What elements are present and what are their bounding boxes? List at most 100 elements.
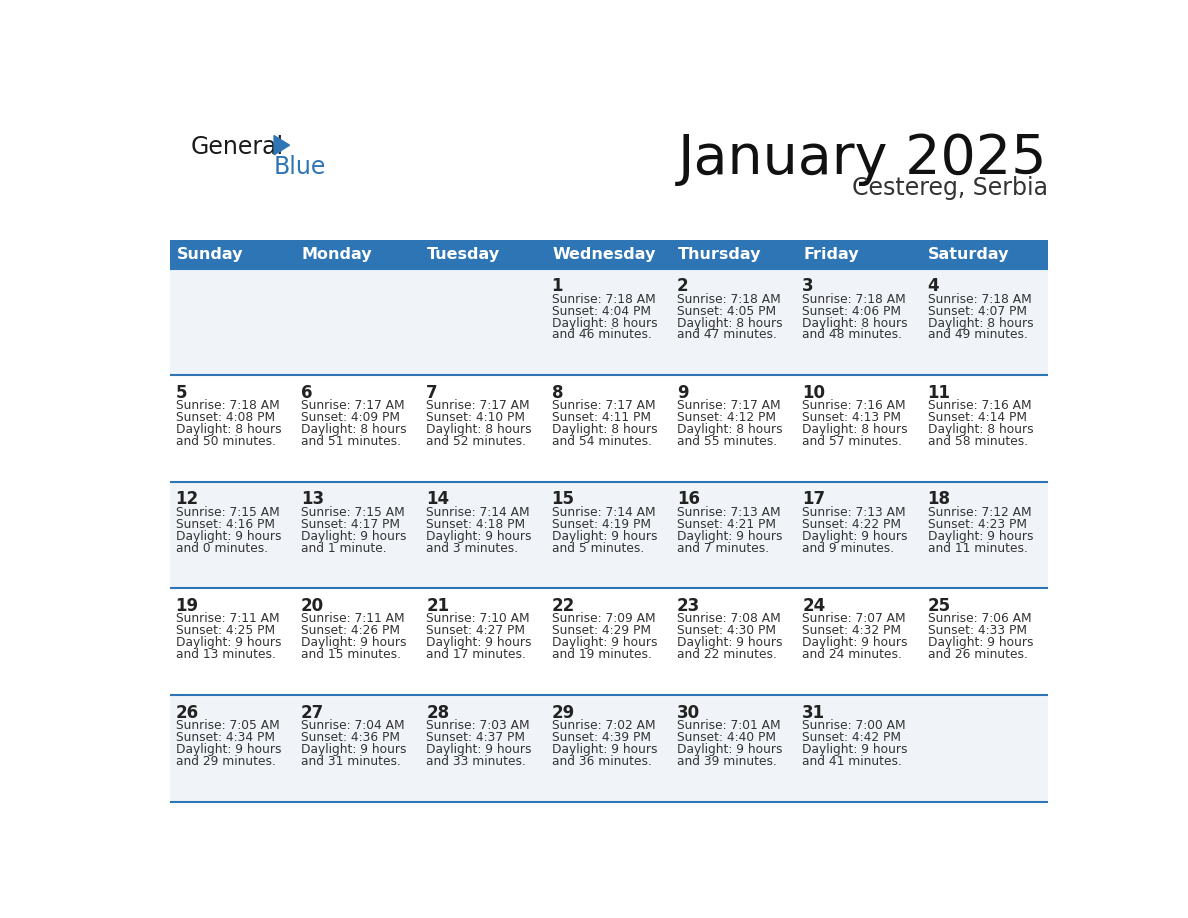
Bar xyxy=(421,240,546,269)
Text: 6: 6 xyxy=(301,384,312,402)
Text: Sunrise: 7:01 AM: Sunrise: 7:01 AM xyxy=(677,719,781,732)
Text: 19: 19 xyxy=(176,597,198,615)
Text: 12: 12 xyxy=(176,490,198,509)
Text: Sunday: Sunday xyxy=(176,247,242,262)
Text: and 7 minutes.: and 7 minutes. xyxy=(677,542,769,554)
Text: 24: 24 xyxy=(802,597,826,615)
Text: 1: 1 xyxy=(551,277,563,296)
Text: 13: 13 xyxy=(301,490,324,509)
Text: Sunset: 4:06 PM: Sunset: 4:06 PM xyxy=(802,305,902,318)
Text: 16: 16 xyxy=(677,490,700,509)
Text: Sunrise: 7:08 AM: Sunrise: 7:08 AM xyxy=(677,612,781,625)
Text: 30: 30 xyxy=(677,703,700,722)
Text: and 55 minutes.: and 55 minutes. xyxy=(677,435,777,448)
Text: Daylight: 8 hours: Daylight: 8 hours xyxy=(677,423,783,436)
Text: 25: 25 xyxy=(928,597,950,615)
Bar xyxy=(170,695,1048,801)
Text: Daylight: 9 hours: Daylight: 9 hours xyxy=(426,530,532,543)
Text: and 46 minutes.: and 46 minutes. xyxy=(551,329,651,341)
Text: and 5 minutes.: and 5 minutes. xyxy=(551,542,644,554)
Text: Sunrise: 7:15 AM: Sunrise: 7:15 AM xyxy=(301,506,405,519)
Text: Sunrise: 7:06 AM: Sunrise: 7:06 AM xyxy=(928,612,1031,625)
Text: Sunset: 4:09 PM: Sunset: 4:09 PM xyxy=(301,411,400,424)
Text: General: General xyxy=(191,135,284,159)
Text: and 54 minutes.: and 54 minutes. xyxy=(551,435,651,448)
Text: Sunset: 4:33 PM: Sunset: 4:33 PM xyxy=(928,624,1026,637)
Text: Sunrise: 7:14 AM: Sunrise: 7:14 AM xyxy=(551,506,656,519)
Text: Sunset: 4:04 PM: Sunset: 4:04 PM xyxy=(551,305,651,318)
Text: and 49 minutes.: and 49 minutes. xyxy=(928,329,1028,341)
Bar xyxy=(170,482,1048,588)
Text: 21: 21 xyxy=(426,597,449,615)
Text: and 9 minutes.: and 9 minutes. xyxy=(802,542,895,554)
Text: Daylight: 9 hours: Daylight: 9 hours xyxy=(551,636,657,649)
Text: Daylight: 8 hours: Daylight: 8 hours xyxy=(928,423,1034,436)
Text: Sunrise: 7:11 AM: Sunrise: 7:11 AM xyxy=(176,612,279,625)
Text: Sunrise: 7:05 AM: Sunrise: 7:05 AM xyxy=(176,719,279,732)
Text: 8: 8 xyxy=(551,384,563,402)
Text: and 11 minutes.: and 11 minutes. xyxy=(928,542,1028,554)
Text: Sunset: 4:21 PM: Sunset: 4:21 PM xyxy=(677,518,776,531)
Text: 10: 10 xyxy=(802,384,826,402)
Text: 11: 11 xyxy=(928,384,950,402)
Text: Sunrise: 7:18 AM: Sunrise: 7:18 AM xyxy=(802,293,906,306)
Text: Sunrise: 7:17 AM: Sunrise: 7:17 AM xyxy=(301,399,405,412)
Text: Daylight: 8 hours: Daylight: 8 hours xyxy=(677,317,783,330)
Text: Sunset: 4:27 PM: Sunset: 4:27 PM xyxy=(426,624,525,637)
Text: Sunset: 4:14 PM: Sunset: 4:14 PM xyxy=(928,411,1026,424)
Text: Sunset: 4:18 PM: Sunset: 4:18 PM xyxy=(426,518,525,531)
Text: and 26 minutes.: and 26 minutes. xyxy=(928,648,1028,661)
Text: 2: 2 xyxy=(677,277,689,296)
Text: and 13 minutes.: and 13 minutes. xyxy=(176,648,276,661)
Text: Sunset: 4:19 PM: Sunset: 4:19 PM xyxy=(551,518,651,531)
Text: Daylight: 9 hours: Daylight: 9 hours xyxy=(802,530,908,543)
Text: and 52 minutes.: and 52 minutes. xyxy=(426,435,526,448)
Text: 28: 28 xyxy=(426,703,449,722)
Text: Daylight: 9 hours: Daylight: 9 hours xyxy=(551,530,657,543)
Text: Daylight: 9 hours: Daylight: 9 hours xyxy=(301,743,406,756)
Text: Daylight: 9 hours: Daylight: 9 hours xyxy=(426,743,532,756)
Text: and 3 minutes.: and 3 minutes. xyxy=(426,542,518,554)
Text: Sunset: 4:11 PM: Sunset: 4:11 PM xyxy=(551,411,651,424)
Text: Sunrise: 7:15 AM: Sunrise: 7:15 AM xyxy=(176,506,279,519)
Text: 7: 7 xyxy=(426,384,438,402)
Text: 31: 31 xyxy=(802,703,826,722)
Text: Cestereg, Serbia: Cestereg, Serbia xyxy=(852,175,1048,199)
Bar xyxy=(922,240,1048,269)
Text: Sunrise: 7:13 AM: Sunrise: 7:13 AM xyxy=(802,506,906,519)
Text: Sunrise: 7:00 AM: Sunrise: 7:00 AM xyxy=(802,719,906,732)
Text: Wednesday: Wednesday xyxy=(552,247,656,262)
Text: and 19 minutes.: and 19 minutes. xyxy=(551,648,651,661)
Text: 3: 3 xyxy=(802,277,814,296)
Text: Sunrise: 7:18 AM: Sunrise: 7:18 AM xyxy=(551,293,656,306)
Text: Sunrise: 7:11 AM: Sunrise: 7:11 AM xyxy=(301,612,405,625)
Bar xyxy=(170,240,296,269)
Text: Daylight: 9 hours: Daylight: 9 hours xyxy=(426,636,532,649)
Text: Sunrise: 7:02 AM: Sunrise: 7:02 AM xyxy=(551,719,656,732)
Text: Daylight: 8 hours: Daylight: 8 hours xyxy=(426,423,532,436)
Text: and 0 minutes.: and 0 minutes. xyxy=(176,542,267,554)
Text: Daylight: 9 hours: Daylight: 9 hours xyxy=(677,530,783,543)
Text: Daylight: 9 hours: Daylight: 9 hours xyxy=(802,743,908,756)
Text: January 2025: January 2025 xyxy=(678,131,1048,185)
Text: 5: 5 xyxy=(176,384,188,402)
Text: 22: 22 xyxy=(551,597,575,615)
Text: 20: 20 xyxy=(301,597,324,615)
Text: and 15 minutes.: and 15 minutes. xyxy=(301,648,402,661)
Text: Sunrise: 7:17 AM: Sunrise: 7:17 AM xyxy=(426,399,530,412)
Text: Sunrise: 7:17 AM: Sunrise: 7:17 AM xyxy=(677,399,781,412)
Bar xyxy=(671,240,797,269)
Text: Daylight: 9 hours: Daylight: 9 hours xyxy=(176,743,282,756)
Text: Sunset: 4:34 PM: Sunset: 4:34 PM xyxy=(176,731,274,744)
Text: 27: 27 xyxy=(301,703,324,722)
Text: Sunset: 4:17 PM: Sunset: 4:17 PM xyxy=(301,518,400,531)
Polygon shape xyxy=(274,136,290,155)
Text: 26: 26 xyxy=(176,703,198,722)
Text: Daylight: 8 hours: Daylight: 8 hours xyxy=(176,423,282,436)
Text: Sunrise: 7:14 AM: Sunrise: 7:14 AM xyxy=(426,506,530,519)
Text: Sunset: 4:32 PM: Sunset: 4:32 PM xyxy=(802,624,902,637)
Text: and 29 minutes.: and 29 minutes. xyxy=(176,755,276,767)
Text: Thursday: Thursday xyxy=(677,247,762,262)
Text: and 17 minutes.: and 17 minutes. xyxy=(426,648,526,661)
Text: 9: 9 xyxy=(677,384,689,402)
